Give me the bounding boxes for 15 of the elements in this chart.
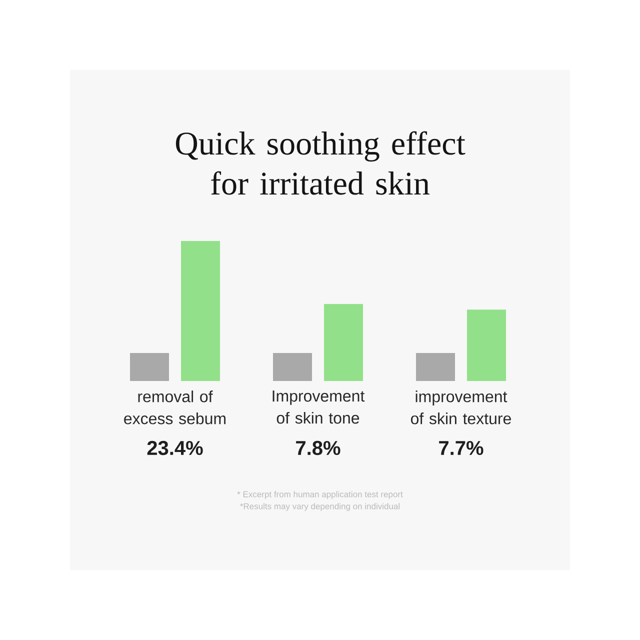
bar <box>130 353 169 381</box>
bar <box>324 304 364 381</box>
bar <box>273 353 312 381</box>
text: 7.7% <box>439 440 484 456</box>
text: * Excerpt from human application test report <box>237 491 403 499</box>
bar <box>181 241 220 381</box>
text: 23.4% <box>147 440 203 456</box>
bar <box>467 310 506 381</box>
chart-title: Quick soothing effect for irritated skin <box>176 131 466 195</box>
text: *Results may vary depending on individual <box>240 503 400 511</box>
x-tick-label: improvement of skin texture <box>410 390 511 424</box>
text: 7.8% <box>296 440 340 456</box>
bar <box>416 353 456 381</box>
x-tick-label: removal of excess sebum <box>124 390 226 424</box>
x-tick-label: Improvement of skin tone <box>272 390 365 424</box>
